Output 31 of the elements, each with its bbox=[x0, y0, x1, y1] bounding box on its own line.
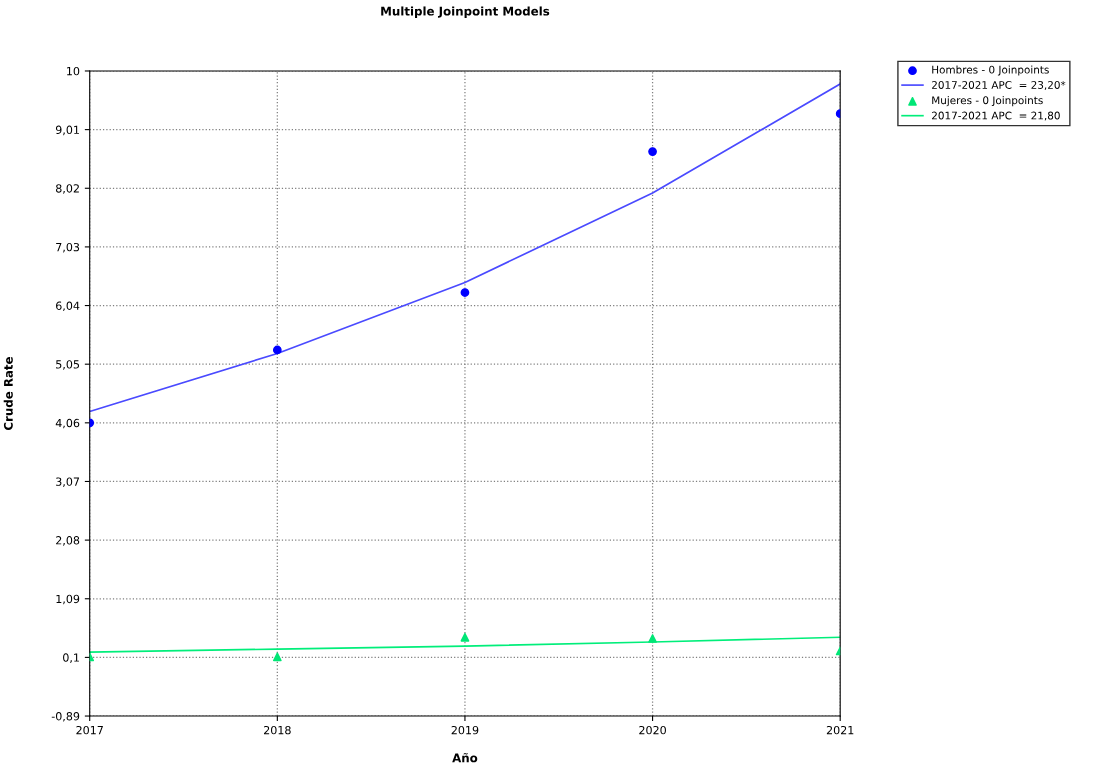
y-axis-title: Crude Rate bbox=[3, 357, 13, 430]
point bbox=[648, 634, 657, 643]
y-tick-label: 10 bbox=[67, 66, 80, 76]
chart-title: Multiple Joinpoint Models bbox=[381, 6, 550, 18]
y-tick-label: 4,06 bbox=[55, 418, 80, 429]
y-tick-label: 5,05 bbox=[56, 360, 80, 370]
point bbox=[460, 632, 470, 642]
y-tick-label: 6,04 bbox=[56, 301, 80, 312]
legend-label: 2017-2021 APC = 23,20* bbox=[932, 81, 1066, 90]
y-tick-label: 9,01 bbox=[55, 125, 79, 136]
y-tick-label: 0,1 bbox=[63, 653, 79, 663]
x-tick-label: 2021 bbox=[826, 725, 854, 735]
point bbox=[272, 652, 282, 662]
x-tick-label: 2019 bbox=[451, 725, 479, 735]
y-tick-label: 8,02 bbox=[56, 184, 79, 194]
legend-label: 2017-2021 APC = 21,80 bbox=[932, 111, 1060, 121]
point bbox=[460, 288, 470, 297]
x-tick-label: 2017 bbox=[76, 725, 103, 735]
legend-label: Mujeres - 0 Joinpoints bbox=[932, 96, 1043, 107]
x-tick-label: 2018 bbox=[264, 725, 291, 735]
y-tick-label: 7,03 bbox=[56, 242, 80, 253]
point bbox=[648, 147, 657, 156]
point bbox=[272, 345, 282, 355]
x-axis-title: Año bbox=[452, 752, 478, 763]
y-tick-label: 2,08 bbox=[56, 536, 80, 546]
legend-label: Hombres - 0 Joinpoints bbox=[932, 65, 1049, 76]
x-tick-label: 2020 bbox=[639, 725, 666, 735]
line-series bbox=[89, 83, 841, 413]
y-tick-label: 1,09 bbox=[56, 594, 80, 605]
y-tick-label: 3,07 bbox=[56, 477, 80, 487]
y-tick-label: -0,89 bbox=[51, 712, 80, 722]
